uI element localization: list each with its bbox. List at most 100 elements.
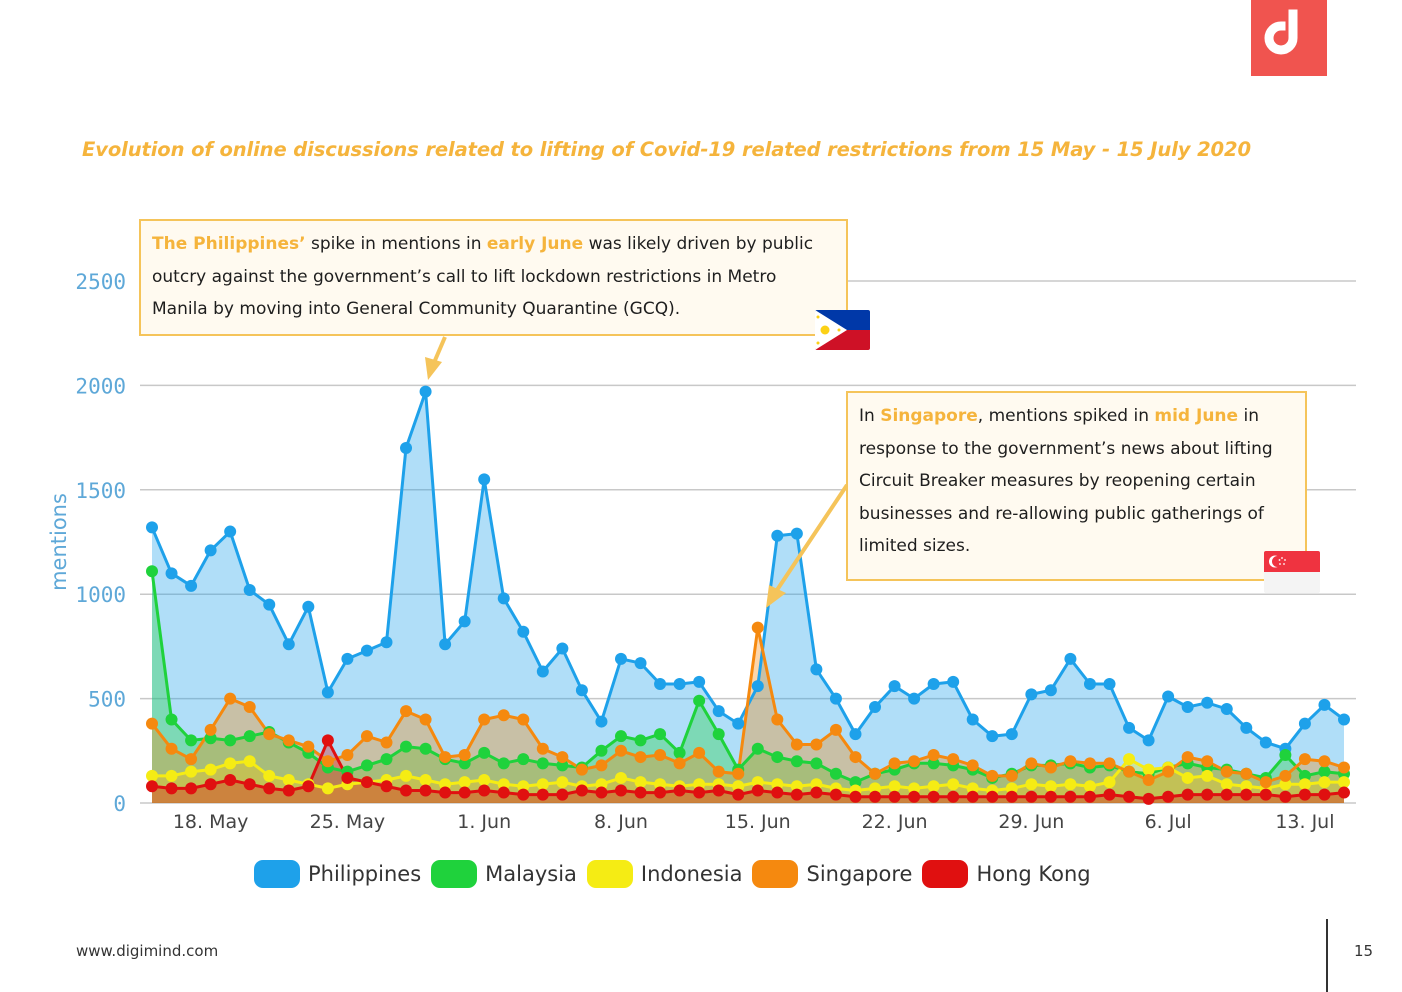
data-point[interactable]: [1005, 790, 1018, 803]
data-point[interactable]: [165, 713, 178, 726]
data-point[interactable]: [360, 730, 373, 743]
data-point[interactable]: [654, 677, 667, 690]
data-point[interactable]: [224, 774, 237, 787]
data-point[interactable]: [790, 780, 803, 793]
data-point[interactable]: [185, 782, 198, 795]
data-point[interactable]: [204, 732, 217, 745]
data-point[interactable]: [966, 782, 979, 795]
data-point[interactable]: [1044, 780, 1057, 793]
data-point[interactable]: [908, 782, 921, 795]
data-point[interactable]: [790, 755, 803, 768]
data-point[interactable]: [1181, 751, 1194, 764]
data-point[interactable]: [693, 746, 706, 759]
data-point[interactable]: [575, 763, 588, 776]
data-point[interactable]: [634, 734, 647, 747]
legend-item[interactable]: Hong Kong: [922, 860, 1096, 888]
data-point[interactable]: [439, 786, 452, 799]
data-point[interactable]: [556, 776, 569, 789]
data-point[interactable]: [419, 742, 432, 755]
data-point[interactable]: [400, 740, 413, 753]
data-point[interactable]: [927, 790, 940, 803]
data-point[interactable]: [1181, 771, 1194, 784]
data-point[interactable]: [204, 778, 217, 791]
data-point[interactable]: [224, 757, 237, 770]
data-point[interactable]: [810, 778, 823, 791]
data-point[interactable]: [1201, 696, 1214, 709]
data-point[interactable]: [634, 776, 647, 789]
data-point[interactable]: [595, 715, 608, 728]
data-point[interactable]: [1083, 677, 1096, 690]
data-point[interactable]: [1142, 763, 1155, 776]
data-point[interactable]: [908, 692, 921, 705]
data-point[interactable]: [947, 675, 960, 688]
data-point[interactable]: [1259, 736, 1272, 749]
data-point[interactable]: [1201, 755, 1214, 768]
data-point[interactable]: [341, 771, 354, 784]
data-point[interactable]: [302, 600, 315, 613]
data-point[interactable]: [282, 774, 295, 787]
data-point[interactable]: [360, 759, 373, 772]
data-point[interactable]: [419, 385, 432, 398]
data-point[interactable]: [263, 782, 276, 795]
data-point[interactable]: [478, 473, 491, 486]
data-point[interactable]: [1025, 778, 1038, 791]
data-point[interactable]: [849, 790, 862, 803]
data-point[interactable]: [1103, 757, 1116, 770]
data-point[interactable]: [380, 753, 393, 766]
data-point[interactable]: [1103, 788, 1116, 801]
data-point[interactable]: [478, 746, 491, 759]
data-point[interactable]: [478, 774, 491, 787]
data-point[interactable]: [712, 705, 725, 718]
data-point[interactable]: [1123, 721, 1136, 734]
data-point[interactable]: [360, 776, 373, 789]
data-point[interactable]: [966, 759, 979, 772]
data-point[interactable]: [1044, 684, 1057, 697]
data-point[interactable]: [1142, 792, 1155, 805]
data-point[interactable]: [1298, 788, 1311, 801]
data-point[interactable]: [771, 751, 784, 764]
data-point[interactable]: [1259, 788, 1272, 801]
data-point[interactable]: [536, 742, 549, 755]
data-point[interactable]: [888, 780, 901, 793]
data-point[interactable]: [1338, 713, 1350, 726]
data-point[interactable]: [439, 751, 452, 764]
data-point[interactable]: [790, 788, 803, 801]
data-point[interactable]: [595, 759, 608, 772]
data-point[interactable]: [1220, 788, 1233, 801]
data-point[interactable]: [966, 790, 979, 803]
data-point[interactable]: [243, 730, 256, 743]
data-point[interactable]: [536, 665, 549, 678]
data-point[interactable]: [282, 734, 295, 747]
data-point[interactable]: [185, 734, 198, 747]
data-point[interactable]: [556, 759, 569, 772]
data-point[interactable]: [341, 748, 354, 761]
data-point[interactable]: [146, 717, 158, 730]
data-point[interactable]: [1005, 769, 1018, 782]
data-point[interactable]: [146, 521, 158, 534]
data-point[interactable]: [732, 780, 745, 793]
data-point[interactable]: [517, 713, 530, 726]
data-point[interactable]: [595, 786, 608, 799]
data-point[interactable]: [771, 713, 784, 726]
data-point[interactable]: [986, 769, 999, 782]
data-point[interactable]: [185, 765, 198, 778]
data-point[interactable]: [1318, 765, 1331, 778]
data-point[interactable]: [1025, 790, 1038, 803]
data-point[interactable]: [517, 625, 530, 638]
data-point[interactable]: [888, 757, 901, 770]
data-point[interactable]: [439, 778, 452, 791]
data-point[interactable]: [1064, 755, 1077, 768]
data-point[interactable]: [986, 790, 999, 803]
legend-item[interactable]: Malaysia: [431, 860, 583, 888]
data-point[interactable]: [751, 742, 764, 755]
data-point[interactable]: [1083, 790, 1096, 803]
data-point[interactable]: [517, 753, 530, 766]
data-point[interactable]: [673, 757, 686, 770]
data-point[interactable]: [751, 776, 764, 789]
data-point[interactable]: [224, 734, 237, 747]
data-point[interactable]: [204, 723, 217, 736]
data-point[interactable]: [185, 753, 198, 766]
data-point[interactable]: [1162, 790, 1175, 803]
data-point[interactable]: [790, 527, 803, 540]
data-point[interactable]: [634, 657, 647, 670]
